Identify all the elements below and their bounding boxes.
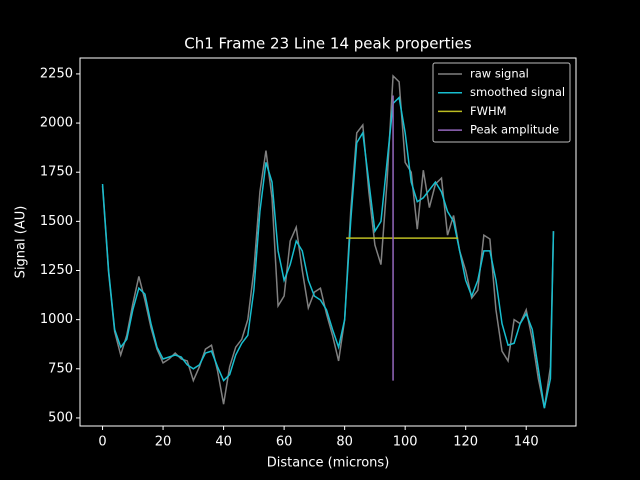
series-line — [101, 95, 555, 409]
x-tick-label: 40 — [215, 435, 232, 450]
y-axis-label: Signal (AU) — [14, 206, 29, 279]
legend-label: Peak amplitude — [470, 123, 559, 137]
x-tick-label: 0 — [98, 435, 106, 450]
y-tick-label: 1000 — [40, 312, 73, 327]
chart-title: Ch1 Frame 23 Line 14 peak properties — [184, 35, 472, 53]
legend-label: smoothed signal — [470, 85, 565, 99]
legend-label: raw signal — [470, 67, 529, 81]
x-tick-label: 120 — [453, 435, 478, 450]
legend-label: FWHM — [470, 104, 507, 118]
y-tick-label: 2000 — [40, 116, 73, 131]
x-tick-label: 60 — [276, 435, 293, 450]
legend-box — [432, 62, 571, 143]
x-axis-label: Distance (microns) — [267, 456, 390, 471]
y-tick-label: 1500 — [40, 214, 73, 229]
x-tick-label: 80 — [336, 435, 353, 450]
y-tick-label: 2250 — [40, 66, 73, 81]
x-tick-label: 20 — [155, 435, 172, 450]
y-tick-label: 750 — [48, 361, 73, 376]
y-tick-label: 1750 — [40, 165, 73, 180]
y-tick-label: 500 — [48, 410, 73, 425]
x-tick-label: 100 — [393, 435, 418, 450]
y-tick-label: 1250 — [40, 263, 73, 278]
axes-frame — [79, 57, 577, 427]
x-tick-label: 140 — [514, 435, 539, 450]
